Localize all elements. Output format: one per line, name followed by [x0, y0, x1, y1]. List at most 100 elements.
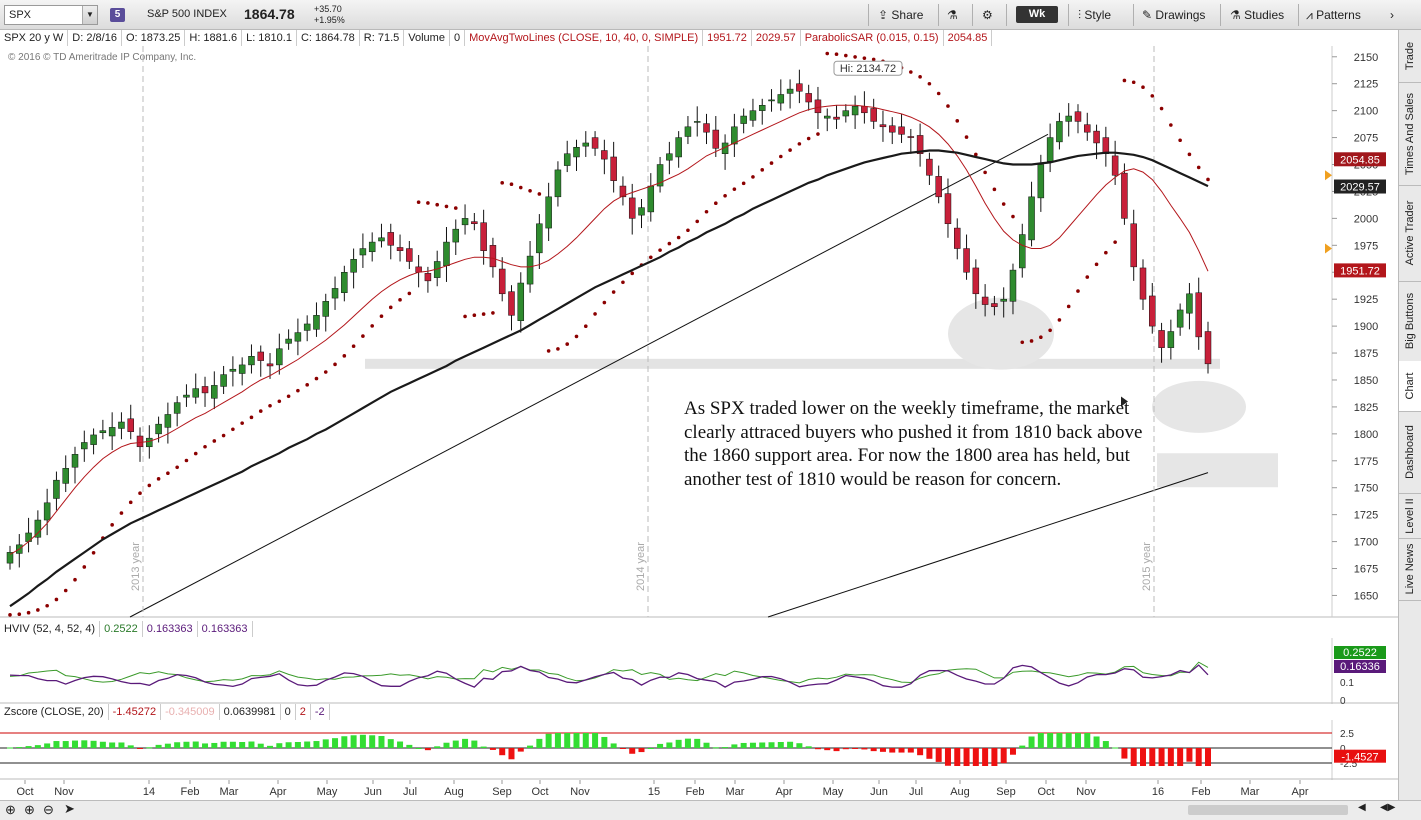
candle: [1204, 321, 1212, 374]
studies-button[interactable]: ⚗ Studies: [1230, 5, 1284, 25]
timeframe-button[interactable]: Wk: [1016, 6, 1058, 23]
candle-body: [322, 301, 330, 317]
zscore-bar: [861, 748, 868, 750]
candle: [647, 173, 655, 222]
zscore-chart[interactable]: 2.5 0 -2.5-1.4527: [0, 720, 1398, 780]
link-badge[interactable]: 5: [110, 8, 125, 22]
drawings-button[interactable]: ✎ Drawings: [1142, 5, 1205, 25]
separator: [1220, 4, 1221, 26]
separator: [1298, 4, 1299, 26]
range-label: R: 71.5: [360, 30, 405, 46]
candle: [1176, 303, 1184, 336]
x-tick-label: Oct: [16, 786, 33, 798]
zscore-bar: [424, 748, 431, 751]
candle: [81, 430, 88, 462]
candle-body: [1149, 295, 1156, 327]
sar-dot: [732, 187, 737, 191]
sar-dot: [509, 182, 514, 186]
sar-dot: [797, 142, 802, 146]
candle-body: [471, 221, 478, 225]
collapse-button[interactable]: ›: [1390, 5, 1394, 25]
sidebar-tab-trade[interactable]: Trade: [1399, 30, 1421, 83]
candle-body: [1074, 111, 1082, 122]
sidebar-tab-chart[interactable]: Chart: [1399, 361, 1421, 412]
separator: [972, 4, 973, 26]
flask-button[interactable]: ⚗: [947, 5, 958, 25]
studies-icon: ⚗: [1230, 8, 1241, 22]
sidebar-tab-level-ii[interactable]: Level II: [1399, 493, 1421, 539]
style-button[interactable]: ⫶ Style: [1078, 5, 1111, 25]
x-tick-label: Feb: [686, 786, 705, 798]
candle: [805, 84, 812, 111]
candle: [322, 293, 330, 332]
zscore-bar: [1130, 748, 1137, 766]
candle-body: [1204, 331, 1212, 365]
candle-body: [108, 427, 116, 437]
candle: [1019, 223, 1026, 278]
candle-body: [712, 129, 720, 149]
sar-dot: [491, 311, 495, 315]
zscore-bar: [276, 743, 283, 748]
candle: [368, 232, 376, 262]
candle-body: [619, 185, 627, 198]
gear-icon: ⚙: [982, 8, 993, 22]
zscore-bar: [1056, 733, 1063, 748]
sar-dot: [277, 399, 282, 404]
flask-icon: ⚗: [947, 8, 958, 22]
scroll-both-icon[interactable]: ◀▶: [1380, 802, 1396, 813]
sidebar-tab-big-buttons[interactable]: Big Buttons: [1399, 281, 1421, 362]
sar-dot: [602, 300, 607, 305]
x-tick-label: Sep: [996, 786, 1016, 798]
sidebar-tab-dashboard[interactable]: Dashboard: [1399, 411, 1421, 494]
crosshair-icon[interactable]: ⊕: [5, 802, 16, 817]
hviv-label[interactable]: HVIV (52, 4, 52, 4): [0, 621, 101, 637]
zscore-bar: [666, 742, 673, 748]
sar-dot: [82, 565, 87, 569]
zoom-in-icon[interactable]: ⊕: [24, 802, 35, 817]
symbol-dropdown-icon[interactable]: ▼: [82, 6, 97, 24]
zscore-bar: [564, 733, 571, 748]
candle-body: [842, 110, 850, 117]
zscore-bar: [694, 738, 701, 748]
candle: [1009, 263, 1017, 315]
cursor-icon[interactable]: ➤: [64, 801, 75, 816]
candle-body: [173, 402, 181, 414]
sar-dot: [658, 248, 662, 252]
candle-body: [229, 368, 237, 372]
sar-dot: [1039, 335, 1043, 340]
sar-dot: [119, 511, 124, 515]
zscore-bar: [1139, 748, 1146, 766]
candle-body: [406, 248, 413, 262]
sar-label[interactable]: ParabolicSAR (0.015, 0.15): [801, 30, 944, 46]
mav-fast-value: 1951.72: [703, 30, 752, 46]
zscore-info: Zscore (CLOSE, 20) -1.45272 -0.345009 0.063…: [0, 704, 330, 720]
scroll-track[interactable]: [1188, 805, 1348, 815]
zscore-bar: [963, 748, 970, 766]
sar-dot: [834, 52, 839, 56]
sidebar-tab-live-news[interactable]: Live News: [1399, 538, 1421, 601]
candle-body: [944, 193, 952, 225]
analysis-annotation[interactable]: As SPX traded lower on the weekly timefr…: [684, 398, 1143, 490]
sar-dot: [528, 189, 532, 193]
price-chart[interactable]: 2150212521002075205020252000197519501925…: [0, 46, 1398, 618]
zoom-out-icon[interactable]: ⊖: [43, 802, 54, 817]
zscore-label[interactable]: Zscore (CLOSE, 20): [0, 704, 109, 720]
patterns-button[interactable]: ⩘ Patterns: [1306, 5, 1361, 25]
sar-dot: [1159, 106, 1164, 111]
sar-dot: [806, 136, 811, 141]
sar-dot: [1085, 275, 1090, 279]
candle-body: [545, 196, 552, 229]
sidebar-tab-active-trader[interactable]: Active Trader: [1399, 185, 1421, 282]
scroll-left-icon[interactable]: ◀: [1358, 802, 1366, 813]
zscore-bar: [610, 743, 617, 748]
sar-dot: [36, 608, 40, 612]
sar-dot: [862, 56, 867, 60]
candle: [461, 204, 469, 235]
share-button[interactable]: ⇪ Share: [878, 5, 923, 25]
last-price: 1864.78: [244, 6, 295, 22]
mav-label[interactable]: MovAvgTwoLines (CLOSE, 10, 40, 0, SIMPLE…: [465, 30, 704, 46]
symbol-input[interactable]: SPX ▼: [4, 5, 98, 25]
sidebar-tab-times-and-sales[interactable]: Times And Sales: [1399, 82, 1421, 186]
settings-button[interactable]: ⚙: [982, 5, 993, 25]
